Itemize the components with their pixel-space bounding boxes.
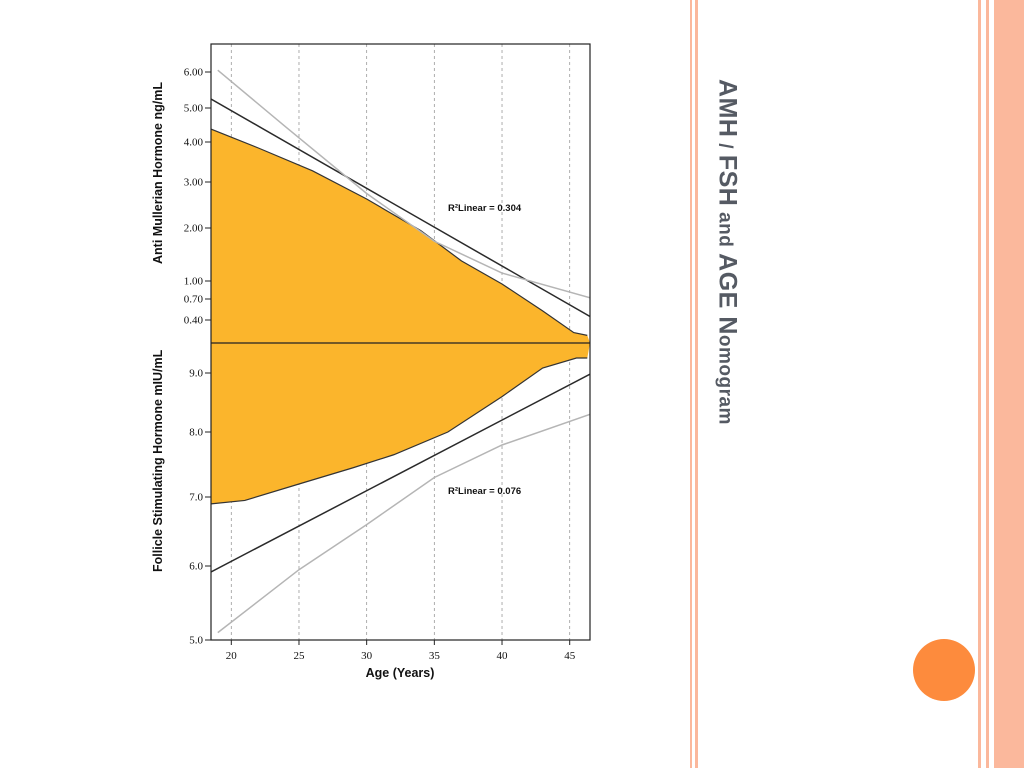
fsh-ci-curve xyxy=(217,413,590,634)
xtick-label: 35 xyxy=(429,650,441,662)
amh-ytick-label: 1.00 xyxy=(184,276,204,288)
fsh-ytick-label: 8.0 xyxy=(189,427,203,439)
amh-ytick-label: 3.00 xyxy=(184,177,204,189)
xtick-label: 40 xyxy=(497,650,509,662)
amh-ytick-label: 0.40 xyxy=(184,315,204,327)
slide-title: AMH / FSH and AGE Nomogram xyxy=(713,79,742,425)
amh-ytick-label: 2.00 xyxy=(184,223,204,235)
accent-circle xyxy=(913,639,975,701)
xtick-label: 30 xyxy=(361,650,373,662)
amh-band-edge xyxy=(211,128,588,336)
shaded-band xyxy=(211,129,590,504)
amh-ytick-label: 5.00 xyxy=(184,103,204,115)
amh-ci-curve xyxy=(217,69,590,299)
amh-ytick-label: 6.00 xyxy=(184,67,204,79)
fsh-ytick-label: 9.0 xyxy=(189,368,203,380)
fsh-ytick-label: 5.0 xyxy=(189,635,203,647)
slide-divider-stripes xyxy=(690,0,704,768)
x-axis-label: Age (Years) xyxy=(366,666,435,680)
plot-frame xyxy=(210,43,591,641)
amh-r2-annotation: R²Linear = 0.304 xyxy=(448,203,522,214)
fsh-fit-line xyxy=(211,373,590,573)
amh-ytick-label: 0.70 xyxy=(184,294,204,306)
fsh-ytick-label: 6.0 xyxy=(189,561,203,573)
xtick-label: 20 xyxy=(226,650,238,662)
xtick-label: 45 xyxy=(564,650,576,662)
fsh-axis-label: Follicle Stimulating Hormone mIU/mL xyxy=(151,349,165,572)
fsh-ytick-label: 7.0 xyxy=(189,492,203,504)
fsh-band-edge xyxy=(211,357,588,505)
xtick-label: 25 xyxy=(293,650,305,662)
amh-ytick-label: 4.00 xyxy=(184,137,204,149)
amh-axis-label: Anti Mullerian Hormone ng/mL xyxy=(151,82,165,264)
slide-right-stripes xyxy=(978,0,1024,768)
fsh-r2-annotation: R²Linear = 0.076 xyxy=(448,486,521,497)
